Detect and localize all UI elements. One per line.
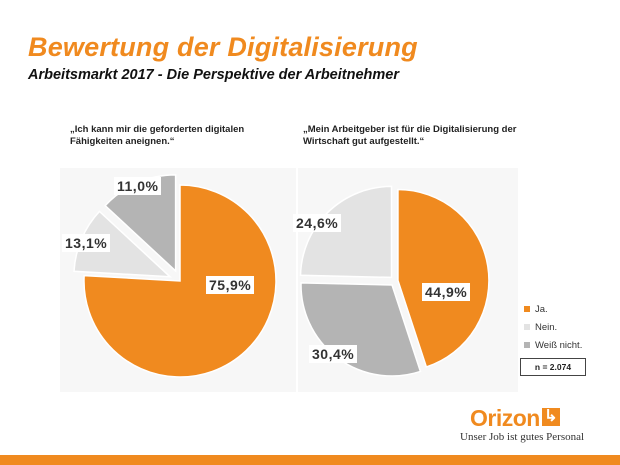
legend-label: Ja. [535, 303, 548, 315]
page-subtitle: Arbeitsmarkt 2017 - Die Perspektive der … [28, 67, 399, 83]
legend-swatch-weiss-nicht [524, 342, 530, 348]
legend-swatch-ja [524, 306, 530, 312]
chart-2-label-ja: 44,9% [422, 283, 471, 301]
legend-item-nein: Nein. [524, 318, 582, 336]
chart-1-label-weiss-nicht: 13,1% [62, 234, 111, 252]
page-title: Bewertung der Digitalisierung [28, 32, 418, 62]
chart-2-label-nein: 24,6% [293, 214, 342, 232]
chart-1-label-nein: 11,0% [114, 177, 162, 195]
chart-2-question: „Mein Arbeitgeber ist für die Digitalisi… [303, 124, 517, 147]
legend-item-weiss-nicht: Weiß nicht. [524, 336, 582, 354]
chart-1-question: „Ich kann mir die geforderten digitalen … [70, 124, 245, 147]
chart-1-label-ja: 75,9% [206, 276, 255, 294]
legend-swatch-nein [524, 324, 530, 330]
chart-legend: Ja. Nein. Weiß nicht. [524, 300, 582, 354]
sample-size-note: n = 2.074 [520, 358, 586, 376]
chart-2-label-weiss-nicht: 30,4% [309, 345, 358, 363]
brand-name: Orizon [470, 405, 540, 431]
brand-tagline: Unser Job ist gutes Personal [460, 431, 585, 443]
brand-mark-icon: ↳ [541, 408, 560, 426]
chart-2-slice-nein [299, 185, 393, 279]
chart-2-slice-ja [397, 188, 490, 368]
bottom-accent-bar [0, 455, 620, 465]
legend-label: Weiß nicht. [535, 339, 583, 351]
legend-label: Nein. [535, 321, 558, 333]
chart-1-slice-ja [83, 184, 277, 378]
legend-item-ja: Ja. [524, 300, 582, 318]
orizon-logo: Orizon ↳ [470, 405, 560, 432]
